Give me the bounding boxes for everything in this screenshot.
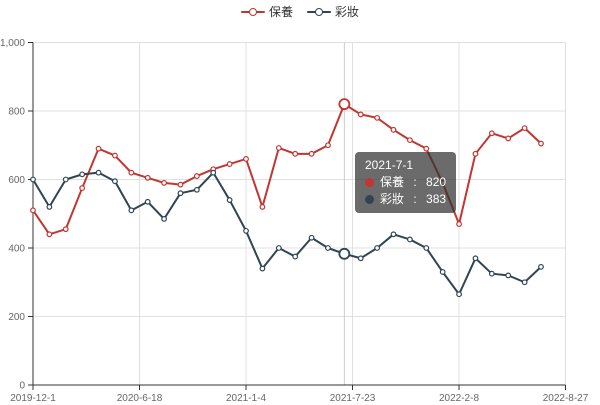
series-point-1[interactable] xyxy=(79,171,86,178)
series-point-1[interactable] xyxy=(46,203,53,210)
x-axis-label: 2020-6-18 xyxy=(117,393,163,404)
y-axis-label: 400 xyxy=(8,244,25,255)
series-point-1[interactable] xyxy=(275,245,282,251)
series-point-1[interactable] xyxy=(144,198,151,205)
series-point-0[interactable] xyxy=(226,161,233,167)
series-point-1[interactable] xyxy=(210,169,217,176)
x-axis-label: 2022-8-27 xyxy=(543,393,589,404)
x-axis-label: 2019-12-1 xyxy=(10,393,56,404)
legend-label: 彩妝 xyxy=(335,5,360,19)
series-point-1[interactable] xyxy=(226,197,233,203)
series-point-1[interactable] xyxy=(357,255,364,262)
line-series-icon xyxy=(240,8,265,16)
series-point-1[interactable] xyxy=(505,272,512,279)
legend-item-skincare[interactable]: 保養 xyxy=(240,5,293,19)
series-point-1[interactable] xyxy=(423,245,430,251)
series-point-1[interactable] xyxy=(243,227,249,234)
series-line-1 xyxy=(32,171,542,296)
series-point-0[interactable] xyxy=(243,156,249,162)
series-point-0[interactable] xyxy=(521,125,528,132)
series-point-0[interactable] xyxy=(30,207,36,214)
series-point-1[interactable] xyxy=(521,279,528,286)
x-axis-label: 2021-1-4 xyxy=(226,393,266,404)
legend-label: 保養 xyxy=(268,5,293,19)
series-point-1[interactable] xyxy=(193,186,200,193)
chart-legend: 保養 彩妝 xyxy=(0,6,600,18)
series-point-0[interactable] xyxy=(308,150,315,157)
series-point-1[interactable] xyxy=(128,207,135,214)
series-point-0[interactable] xyxy=(488,130,495,137)
series-point-0[interactable] xyxy=(357,111,364,118)
series-point-0[interactable] xyxy=(374,114,381,121)
series-point-hovered-0[interactable] xyxy=(338,98,351,111)
series-point-0[interactable] xyxy=(95,145,102,152)
y-axis-label: 0 xyxy=(19,381,25,392)
series-point-0[interactable] xyxy=(259,203,266,210)
series-point-0[interactable] xyxy=(144,174,151,181)
series-point-hovered-1[interactable] xyxy=(338,247,351,260)
series-point-0[interactable] xyxy=(193,173,200,179)
series-point-1[interactable] xyxy=(374,245,381,251)
series-point-0[interactable] xyxy=(161,180,167,186)
series-point-0[interactable] xyxy=(538,140,544,147)
series-point-1[interactable] xyxy=(456,291,462,298)
series-point-0[interactable] xyxy=(292,150,299,157)
series-point-0[interactable] xyxy=(62,226,69,233)
series-point-1[interactable] xyxy=(488,270,495,277)
series-point-1[interactable] xyxy=(325,245,331,251)
series-point-1[interactable] xyxy=(177,190,184,197)
series-point-0[interactable] xyxy=(112,152,118,159)
series-point-0[interactable] xyxy=(456,221,462,227)
legend-item-makeup[interactable]: 彩妝 xyxy=(307,6,359,18)
y-axis-label: 200 xyxy=(8,312,25,323)
series-point-1[interactable] xyxy=(161,215,167,222)
series-point-1[interactable] xyxy=(390,231,397,238)
y-axis-label: 600 xyxy=(8,175,25,186)
series-point-0[interactable] xyxy=(423,145,430,152)
series-point-1[interactable] xyxy=(472,255,479,262)
y-axis-label: 800 xyxy=(8,107,25,118)
series-point-0[interactable] xyxy=(79,185,86,191)
series-point-0[interactable] xyxy=(177,181,184,188)
series-point-0[interactable] xyxy=(407,137,413,144)
series-point-0[interactable] xyxy=(128,169,135,176)
x-axis-label: 2022-2-8 xyxy=(439,393,479,404)
x-axis-label: 2021-7-23 xyxy=(330,393,376,404)
series-point-1[interactable] xyxy=(439,269,446,275)
series-point-0[interactable] xyxy=(275,145,282,151)
series-point-1[interactable] xyxy=(95,169,102,176)
series-point-1[interactable] xyxy=(112,178,118,185)
series-point-0[interactable] xyxy=(46,231,53,238)
series-point-1[interactable] xyxy=(308,234,315,241)
series-line-0 xyxy=(32,103,542,236)
series-point-0[interactable] xyxy=(472,150,479,157)
series-point-1[interactable] xyxy=(62,176,69,183)
series-point-1[interactable] xyxy=(407,236,413,243)
line-series-icon xyxy=(307,8,331,16)
series-point-1[interactable] xyxy=(292,253,299,260)
series-point-0[interactable] xyxy=(439,180,446,186)
y-axis-label: 1,000 xyxy=(0,38,25,49)
series-point-1[interactable] xyxy=(538,263,544,270)
series-point-1[interactable] xyxy=(30,176,36,183)
series-point-1[interactable] xyxy=(259,265,266,272)
series-point-0[interactable] xyxy=(325,142,331,149)
series-point-0[interactable] xyxy=(390,126,397,133)
series-point-0[interactable] xyxy=(505,135,512,142)
